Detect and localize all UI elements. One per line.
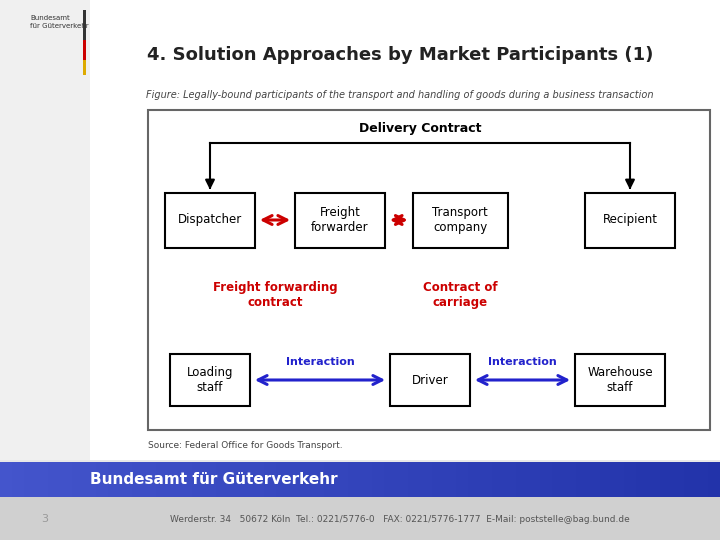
Bar: [420, 462, 433, 497]
Bar: [83, 10, 86, 40]
Bar: [165, 192, 255, 247]
Bar: [204, 462, 217, 497]
Bar: [83, 60, 86, 75]
Bar: [192, 462, 205, 497]
Bar: [600, 462, 613, 497]
Bar: [492, 462, 505, 497]
Bar: [90, 0, 720, 460]
Bar: [432, 462, 445, 497]
Bar: [36, 462, 49, 497]
Text: Warehouse
staff: Warehouse staff: [588, 366, 653, 394]
Text: für Güterverkehr: für Güterverkehr: [30, 23, 89, 29]
Text: 3: 3: [42, 514, 48, 524]
Text: Bundesamt für Güterverkehr: Bundesamt für Güterverkehr: [90, 472, 338, 487]
Bar: [96, 462, 109, 497]
Text: Interaction: Interaction: [286, 357, 354, 367]
Text: Loading
staff: Loading staff: [186, 366, 233, 394]
Bar: [60, 462, 73, 497]
Text: Freight
forwarder: Freight forwarder: [311, 206, 369, 234]
Bar: [575, 354, 665, 406]
Text: 4. Solution Approaches by Market Participants (1): 4. Solution Approaches by Market Partici…: [147, 46, 653, 64]
Bar: [396, 462, 409, 497]
Bar: [300, 462, 313, 497]
Bar: [636, 462, 649, 497]
Bar: [288, 462, 301, 497]
Bar: [585, 192, 675, 247]
Bar: [180, 462, 193, 497]
Bar: [588, 462, 601, 497]
Bar: [132, 462, 145, 497]
Bar: [696, 462, 709, 497]
Text: Freight forwarding
contract: Freight forwarding contract: [212, 281, 337, 309]
Bar: [540, 462, 553, 497]
Bar: [390, 354, 470, 406]
Text: Bundesamt: Bundesamt: [30, 15, 70, 21]
Text: Figure: Legally-bound participants of the transport and handling of goods during: Figure: Legally-bound participants of th…: [146, 90, 654, 100]
Text: Contract of
carriage: Contract of carriage: [423, 281, 498, 309]
Bar: [0, 497, 720, 540]
Bar: [144, 462, 157, 497]
Bar: [672, 462, 685, 497]
Bar: [264, 462, 277, 497]
Text: Dispatcher: Dispatcher: [178, 213, 242, 226]
Bar: [413, 192, 508, 247]
Bar: [312, 462, 325, 497]
Bar: [372, 462, 385, 497]
Bar: [660, 462, 673, 497]
Bar: [528, 462, 541, 497]
Bar: [108, 462, 121, 497]
Bar: [72, 462, 85, 497]
Bar: [708, 462, 720, 497]
Bar: [0, 0, 90, 460]
Bar: [384, 462, 397, 497]
Bar: [444, 462, 457, 497]
Bar: [228, 462, 241, 497]
Bar: [576, 462, 589, 497]
Bar: [360, 462, 373, 497]
Bar: [408, 462, 421, 497]
Bar: [168, 462, 181, 497]
Bar: [295, 192, 385, 247]
Bar: [504, 462, 517, 497]
Bar: [120, 462, 133, 497]
Bar: [252, 462, 265, 497]
Bar: [240, 462, 253, 497]
Bar: [468, 462, 481, 497]
Bar: [336, 462, 349, 497]
Bar: [12, 462, 25, 497]
Bar: [48, 462, 61, 497]
Text: Delivery Contract: Delivery Contract: [359, 122, 481, 135]
Bar: [324, 462, 337, 497]
Bar: [216, 462, 229, 497]
Text: Werderstr. 34   50672 Köln  Tel.: 0221/5776-0   FAX: 0221/5776-1777  E-Mail: pos: Werderstr. 34 50672 Köln Tel.: 0221/5776…: [170, 515, 630, 523]
Bar: [148, 110, 710, 430]
Bar: [648, 462, 661, 497]
Bar: [684, 462, 697, 497]
Bar: [83, 40, 86, 60]
Bar: [170, 354, 250, 406]
Bar: [276, 462, 289, 497]
Bar: [564, 462, 577, 497]
Bar: [480, 462, 493, 497]
Bar: [24, 462, 37, 497]
Bar: [456, 462, 469, 497]
Bar: [84, 462, 97, 497]
Bar: [612, 462, 625, 497]
Text: Interaction: Interaction: [488, 357, 557, 367]
Bar: [624, 462, 637, 497]
Text: Source: Federal Office for Goods Transport.: Source: Federal Office for Goods Transpo…: [148, 441, 343, 449]
Bar: [0, 462, 13, 497]
Text: Transport
company: Transport company: [432, 206, 488, 234]
Bar: [552, 462, 565, 497]
Bar: [516, 462, 529, 497]
Bar: [348, 462, 361, 497]
Bar: [156, 462, 169, 497]
Text: Recipient: Recipient: [603, 213, 657, 226]
Text: Driver: Driver: [412, 374, 449, 387]
